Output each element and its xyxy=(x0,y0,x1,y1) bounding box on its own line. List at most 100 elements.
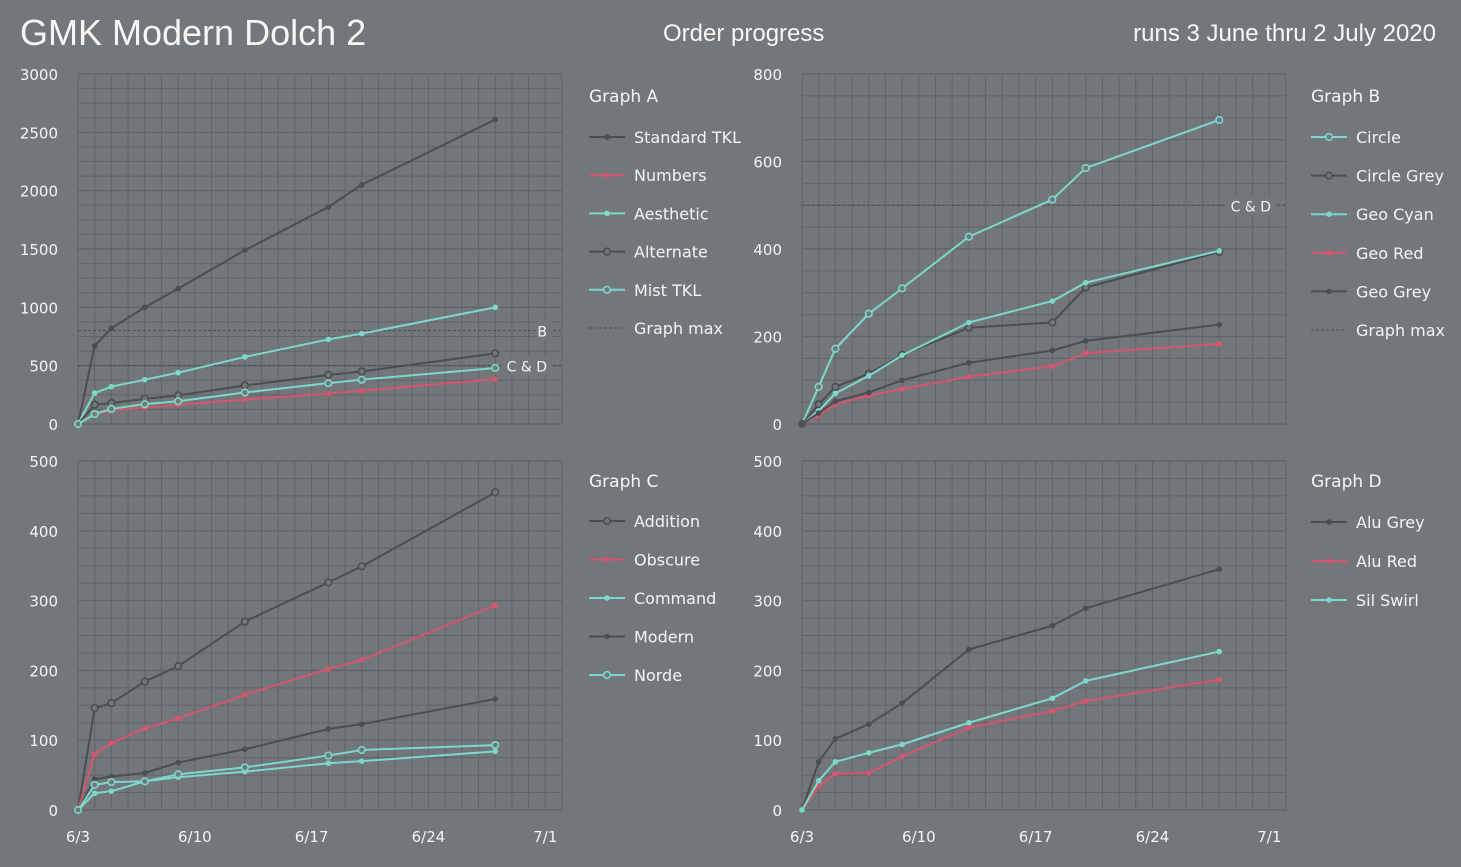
chart-graph-b: 0200400600800C & DGraph BCircleCircle Gr… xyxy=(753,66,1445,434)
data-point-sil-swirl xyxy=(833,759,839,765)
data-point-standard-tkl xyxy=(326,204,332,210)
series-line-geo-cyan xyxy=(802,251,1219,424)
y-tick-label: 100 xyxy=(29,732,58,750)
legend-swatch-marker xyxy=(604,248,611,255)
legend-swatch-marker xyxy=(1326,289,1332,295)
y-tick-label: 0 xyxy=(48,416,58,434)
data-point-geo-grey xyxy=(966,360,972,366)
legend-label: Modern xyxy=(634,628,694,647)
data-point-geo-red xyxy=(966,374,972,380)
data-point-mist-tkl xyxy=(492,365,499,372)
data-point-mist-tkl xyxy=(175,398,182,405)
data-point-geo-cyan xyxy=(899,353,905,359)
legend-label: Geo Grey xyxy=(1356,282,1431,301)
data-point-alu-grey xyxy=(816,759,822,765)
data-point-command xyxy=(359,758,365,764)
y-tick-label: 200 xyxy=(29,662,58,680)
data-point-addition xyxy=(175,663,182,670)
data-point-alternate xyxy=(325,372,332,379)
data-point-geo-cyan xyxy=(1216,248,1222,254)
x-tick-label: 6/24 xyxy=(1136,828,1170,846)
series-line-obscure xyxy=(78,605,495,810)
x-tick-label: 6/10 xyxy=(178,828,212,846)
y-tick-label: 2000 xyxy=(20,183,58,201)
data-point-circle-grey xyxy=(815,401,822,408)
legend-title: Graph D xyxy=(1311,472,1382,492)
data-point-addition xyxy=(325,579,332,586)
legend-label: Graph max xyxy=(1356,321,1445,340)
data-point-mist-tkl xyxy=(325,380,332,387)
legend-label: Geo Cyan xyxy=(1356,205,1434,224)
data-point-alu-grey xyxy=(1050,623,1056,629)
data-point-alu-red xyxy=(1050,708,1056,714)
legend-label: Alu Grey xyxy=(1356,513,1425,532)
data-point-numbers xyxy=(359,388,365,394)
y-tick-label: 2500 xyxy=(20,124,58,142)
data-point-circle-grey xyxy=(1049,319,1056,326)
legend-label: Mist TKL xyxy=(634,281,701,300)
legend-label: Standard TKL xyxy=(634,128,741,147)
legend-label: Circle Grey xyxy=(1356,167,1444,186)
data-point-standard-tkl xyxy=(175,286,181,292)
y-tick-label: 0 xyxy=(772,802,782,820)
data-point-sil-swirl xyxy=(816,778,822,784)
series-line-norde xyxy=(78,745,495,810)
data-point-geo-red xyxy=(1216,341,1222,347)
legend-label: Alu Red xyxy=(1356,552,1417,571)
data-point-geo-red xyxy=(1083,350,1089,356)
data-point-sil-swirl xyxy=(1050,696,1056,702)
data-point-alu-red xyxy=(866,770,872,776)
data-point-modern xyxy=(492,696,498,702)
x-tick-label: 6/3 xyxy=(790,828,814,846)
data-point-obscure xyxy=(359,657,365,663)
data-point-obscure xyxy=(242,692,248,698)
data-point-modern xyxy=(175,760,181,766)
data-point-mist-tkl xyxy=(242,389,249,396)
data-point-aesthetic xyxy=(142,377,148,383)
x-tick-label: 6/17 xyxy=(295,828,329,846)
data-point-aesthetic xyxy=(109,384,115,390)
data-point-circle xyxy=(966,233,973,240)
data-point-norde xyxy=(91,782,98,789)
data-point-alternate xyxy=(492,350,499,357)
data-point-modern xyxy=(242,746,248,752)
y-tick-label: 0 xyxy=(772,416,782,434)
series-line-sil-swirl xyxy=(802,652,1219,810)
y-tick-label: 400 xyxy=(753,523,782,541)
data-point-geo-red xyxy=(1050,363,1056,369)
legend-label: Alternate xyxy=(634,243,708,262)
chart-graph-d: 0 100 200 300 400 500 6/3 6/10 6/17 6/24 7/1 Graph … xyxy=(753,453,1424,846)
data-point-geo-grey xyxy=(833,398,839,404)
data-point-alu-red xyxy=(899,753,905,759)
data-point-alu-grey xyxy=(833,736,839,742)
data-point-sil-swirl xyxy=(899,742,905,748)
data-point-aesthetic xyxy=(92,390,98,396)
legend-swatch-marker xyxy=(1326,558,1332,564)
data-point-command xyxy=(326,760,332,766)
data-point-obscure xyxy=(175,716,181,722)
data-point-obscure xyxy=(492,603,498,609)
data-point-circle-grey xyxy=(966,324,973,331)
data-point-aesthetic xyxy=(326,337,332,343)
reference-label: C & D xyxy=(1231,199,1271,215)
legend-swatch-marker xyxy=(604,211,610,217)
y-tick-label: 600 xyxy=(753,154,782,172)
legend-swatch-marker xyxy=(604,172,610,178)
data-point-numbers xyxy=(326,391,332,397)
legend-label: Circle xyxy=(1356,128,1401,147)
data-point-standard-tkl xyxy=(109,326,115,332)
legend-swatch-marker xyxy=(1326,211,1332,217)
data-point-numbers xyxy=(492,376,498,382)
data-point-obscure xyxy=(92,751,98,757)
data-point-circle xyxy=(899,285,906,292)
legend-swatch-marker xyxy=(1326,597,1332,603)
data-point-addition xyxy=(108,700,115,707)
data-point-standard-tkl xyxy=(142,305,148,311)
data-point-sil-swirl xyxy=(799,807,805,813)
y-tick-label: 300 xyxy=(29,593,58,611)
legend-swatch-marker xyxy=(1326,519,1332,525)
data-point-alu-red xyxy=(1083,698,1089,704)
legend-label: Command xyxy=(634,589,716,608)
y-tick-label: 200 xyxy=(753,662,782,680)
